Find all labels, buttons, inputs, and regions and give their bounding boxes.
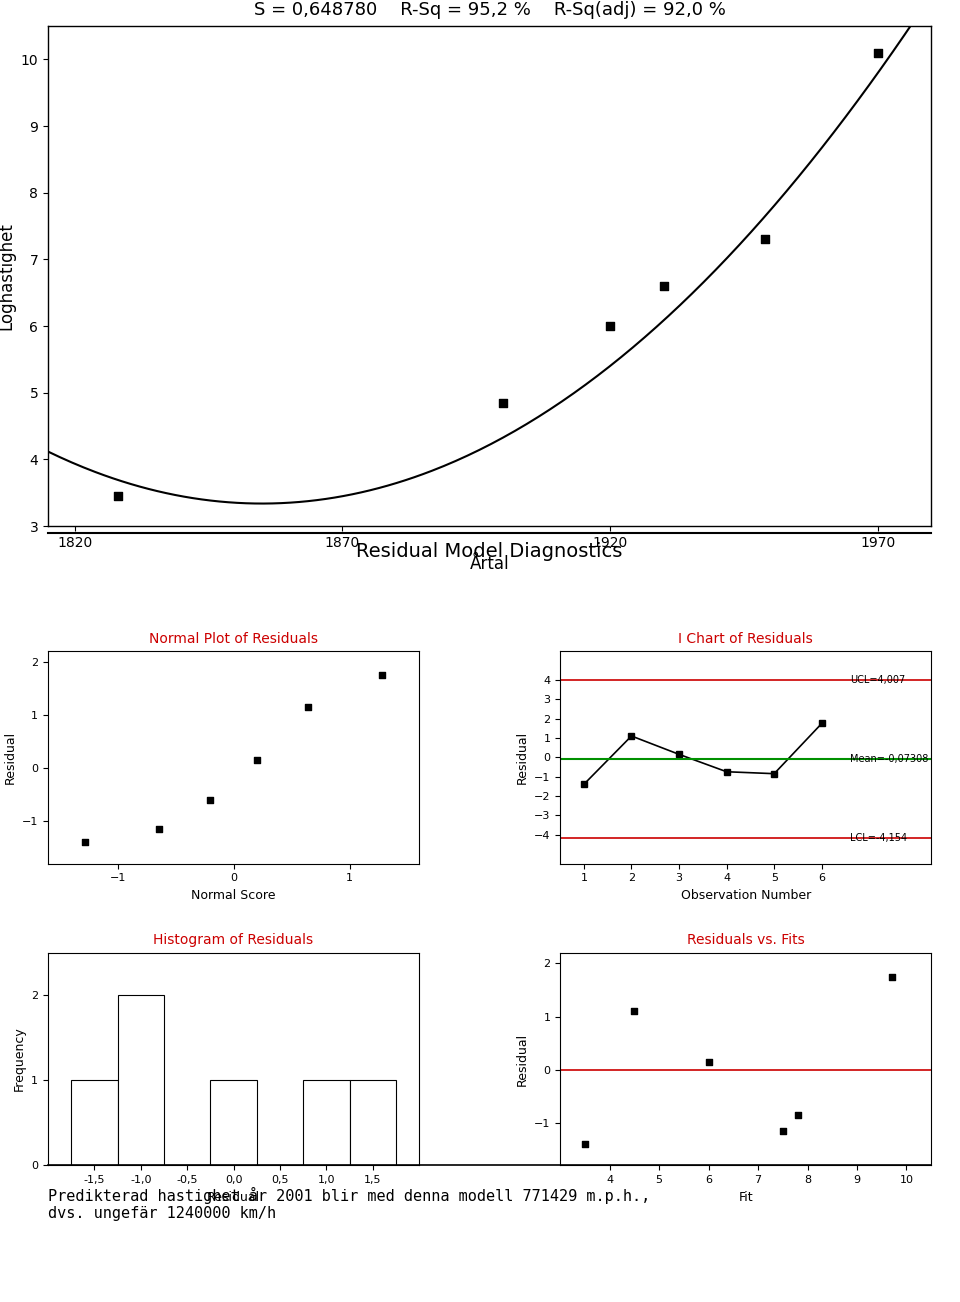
Y-axis label: Residual: Residual xyxy=(516,1032,528,1086)
Point xyxy=(757,229,773,250)
Point xyxy=(78,832,93,853)
Bar xyxy=(210,1081,256,1165)
Point xyxy=(374,664,390,685)
X-axis label: Residual: Residual xyxy=(207,1190,260,1203)
Point xyxy=(495,392,511,413)
Point xyxy=(884,966,900,987)
Point xyxy=(203,789,218,810)
Bar xyxy=(71,1081,117,1165)
Text: Residual Model Diagnostics: Residual Model Diagnostics xyxy=(356,542,623,561)
Point xyxy=(775,1121,790,1142)
Point xyxy=(790,1104,805,1125)
Title: Histogram of Residuals: Histogram of Residuals xyxy=(154,934,314,948)
Point xyxy=(701,1051,716,1072)
Title: Normal Plot of Residuals: Normal Plot of Residuals xyxy=(149,631,318,646)
Title: Regression Plot
Loghastighet = 1682,52 - 1,81046 Årtal
+ 0,0004880 Årtal**2
S = : Regression Plot Loghastighet = 1682,52 -… xyxy=(253,0,726,20)
Y-axis label: Residual: Residual xyxy=(516,730,528,784)
Bar xyxy=(117,995,164,1165)
X-axis label: Normal Score: Normal Score xyxy=(191,889,276,902)
X-axis label: Observation Number: Observation Number xyxy=(681,889,811,902)
Point xyxy=(656,276,671,297)
X-axis label: Årtal: Årtal xyxy=(469,555,510,573)
Bar xyxy=(303,1081,349,1165)
Point xyxy=(602,315,617,336)
Y-axis label: Loghastighet: Loghastighet xyxy=(0,223,15,329)
Point xyxy=(627,1001,642,1022)
X-axis label: Fit: Fit xyxy=(738,1190,753,1203)
Title: Residuals vs. Fits: Residuals vs. Fits xyxy=(686,934,804,948)
Title: I Chart of Residuals: I Chart of Residuals xyxy=(679,631,813,646)
Text: UCL=4,007: UCL=4,007 xyxy=(851,674,905,685)
Bar xyxy=(349,1081,396,1165)
Text: Mean=-0,07308: Mean=-0,07308 xyxy=(851,754,928,764)
Point xyxy=(870,42,885,62)
Text: Predikterad hastighet år 2001 blir med denna modell 771429 m.p.h.,
dvs. ungefär : Predikterad hastighet år 2001 blir med d… xyxy=(48,1187,650,1221)
Text: LCL=-4,154: LCL=-4,154 xyxy=(851,832,907,842)
Point xyxy=(300,697,316,717)
Y-axis label: Frequency: Frequency xyxy=(12,1027,26,1091)
Point xyxy=(249,750,264,771)
Point xyxy=(109,486,125,506)
Point xyxy=(152,819,167,840)
Y-axis label: Residual: Residual xyxy=(3,730,16,784)
Point xyxy=(577,1134,592,1155)
